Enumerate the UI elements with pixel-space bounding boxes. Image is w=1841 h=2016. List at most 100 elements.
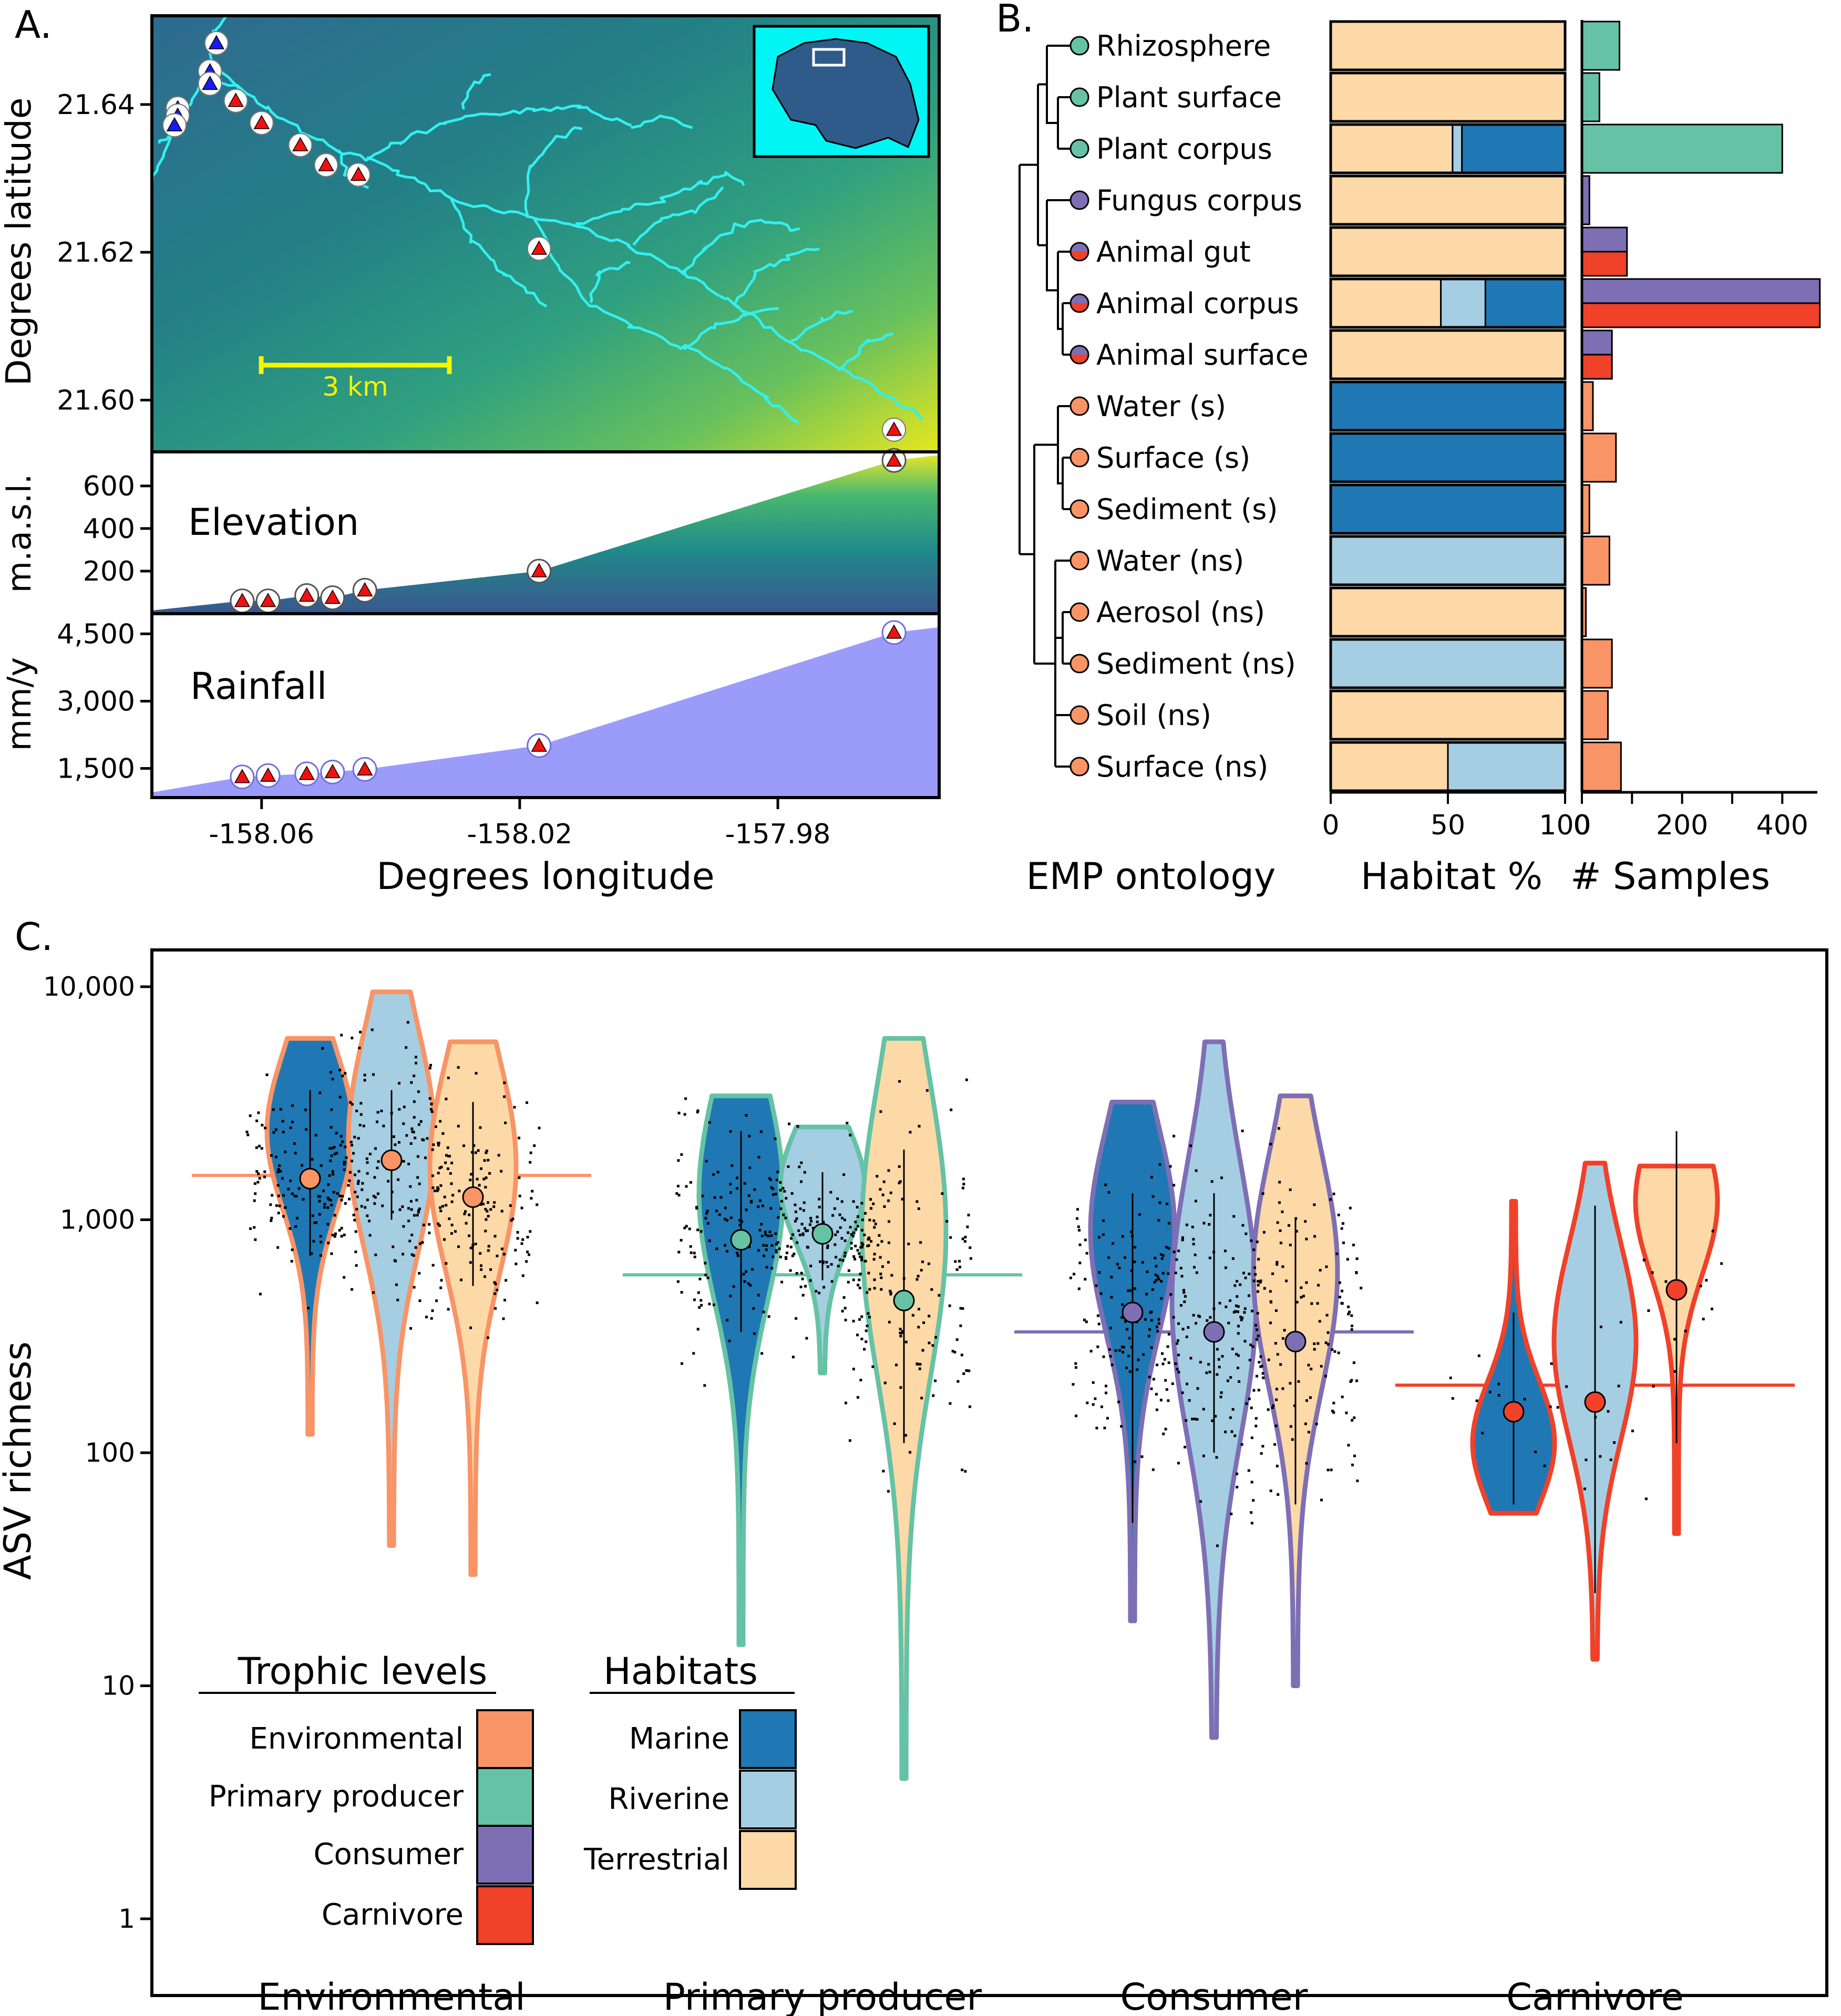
sample-point: [278, 1204, 281, 1207]
trophic-group-label: Primary producer: [663, 1976, 982, 2016]
sample-point: [1269, 1143, 1272, 1146]
sample-point: [918, 1367, 921, 1370]
sample-point: [795, 1317, 798, 1320]
sample-point: [1196, 1387, 1199, 1390]
sample-point: [361, 1188, 364, 1191]
sample-point: [816, 1215, 819, 1218]
ontology-node: [1069, 602, 1089, 622]
sample-point: [1074, 1362, 1077, 1365]
sample-point: [1199, 1500, 1202, 1503]
habitat-bar-riverine: [1452, 123, 1463, 174]
sample-point: [879, 1273, 882, 1276]
sample-bar: [1581, 72, 1600, 122]
sample-point: [1252, 1389, 1256, 1392]
sample-point: [436, 1186, 439, 1189]
sample-point: [774, 1232, 777, 1235]
sample-point: [919, 1241, 922, 1244]
sample-point: [437, 1142, 440, 1144]
sample-point: [1565, 1385, 1568, 1388]
sample-point: [1105, 1391, 1107, 1394]
sample-point: [1347, 1305, 1350, 1308]
longitude-axis-label: Degrees longitude: [376, 855, 714, 898]
sample-point: [320, 1164, 323, 1167]
sample-point: [1647, 1309, 1650, 1312]
sample-point: [431, 1309, 434, 1312]
sample-point: [958, 1266, 961, 1269]
sample-point: [291, 1192, 294, 1195]
sample-point: [410, 1208, 413, 1211]
stream-line: [632, 186, 724, 246]
sample-point: [278, 1164, 281, 1167]
sample-point: [887, 1199, 890, 1202]
sample-point: [1192, 1238, 1195, 1241]
sample-point: [344, 1145, 347, 1149]
sample-point: [1097, 1236, 1101, 1239]
sample-point: [333, 1146, 336, 1149]
sample-point: [1319, 1269, 1322, 1271]
sample-point: [438, 1166, 441, 1170]
oahu-island-outline: [772, 38, 920, 149]
habitat-bar-outline: [1329, 20, 1567, 71]
sample-point: [882, 1470, 885, 1473]
sample-point: [426, 1137, 429, 1140]
sample-point: [1189, 1144, 1192, 1147]
sample-point: [282, 1131, 285, 1134]
sample-point: [1720, 1262, 1723, 1265]
sample-point: [500, 1209, 503, 1213]
sample-point: [748, 1134, 751, 1138]
sample-point: [492, 1205, 496, 1208]
sample-point: [852, 1319, 855, 1322]
sample-point: [1166, 1345, 1169, 1348]
sample-point: [861, 1246, 863, 1249]
sample-point: [1223, 1249, 1227, 1253]
sample-point: [876, 1175, 879, 1178]
sample-point: [1105, 1384, 1107, 1388]
stream-line: [461, 73, 491, 110]
sample-point: [860, 1258, 863, 1262]
sample-point: [791, 1254, 794, 1257]
sample-point: [963, 1240, 966, 1243]
sample-point: [1481, 1432, 1484, 1434]
sample-point: [326, 1206, 330, 1209]
sample-point: [779, 1207, 783, 1210]
sample-point: [1153, 1280, 1156, 1284]
sample-point: [856, 1249, 859, 1252]
sample-point: [301, 1164, 303, 1167]
sample-point: [1172, 1316, 1175, 1319]
sample-point: [861, 1243, 865, 1246]
sample-point: [760, 1223, 763, 1226]
sample-point: [1156, 1275, 1159, 1278]
sample-point: [1126, 1328, 1129, 1331]
sample-point: [1089, 1350, 1093, 1353]
sample-point: [416, 1176, 419, 1179]
sample-point: [1313, 1235, 1317, 1238]
sample-point: [1110, 1276, 1113, 1279]
sample-point: [1182, 1289, 1185, 1292]
sample-point: [1279, 1229, 1282, 1232]
sample-point: [959, 1324, 962, 1327]
sample-point: [871, 1365, 875, 1368]
sample-point: [922, 1321, 925, 1324]
tree-branch: [1057, 251, 1079, 330]
sample-point: [484, 1208, 487, 1211]
sample-point: [932, 1394, 935, 1397]
sample-point: [415, 1198, 418, 1202]
rainfall-frame: [150, 612, 941, 799]
sample-point: [931, 1344, 934, 1347]
sample-point: [1083, 1318, 1086, 1321]
sample-point: [448, 1217, 451, 1221]
tree-branch: [1054, 560, 1079, 768]
sample-point: [831, 1214, 835, 1217]
profile-site-marker: [299, 766, 315, 780]
sample-point: [860, 1315, 863, 1318]
sample-point: [850, 1242, 853, 1245]
sample-point: [899, 1335, 902, 1338]
sample-point: [867, 1271, 870, 1275]
sample-point: [482, 1203, 485, 1205]
sample-point: [1199, 1361, 1202, 1364]
sample-point: [291, 1104, 294, 1107]
sample-point: [526, 1250, 529, 1254]
sample-point: [413, 1214, 416, 1217]
sample-point: [1304, 1220, 1307, 1223]
